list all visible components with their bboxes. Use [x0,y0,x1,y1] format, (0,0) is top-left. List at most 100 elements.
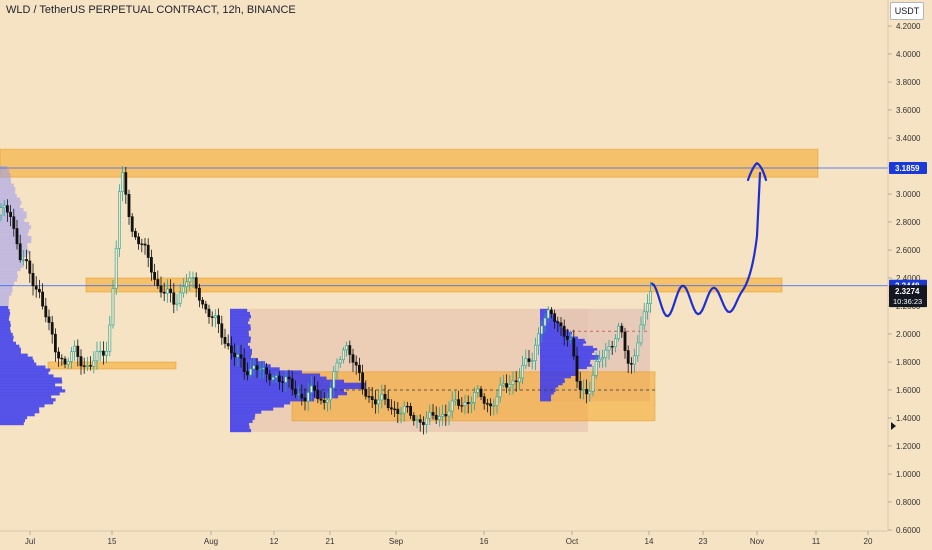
candle-body [466,401,470,404]
sep-profile-bar [540,348,598,351]
y-tick-label: 3.4000 [896,134,921,143]
candle-body [47,316,51,323]
sep-profile-bar [540,320,558,323]
sep-profile-bar [540,315,554,319]
candle [495,389,499,414]
candle [172,283,176,314]
left-profile-bar [0,359,34,363]
left-profile-bar [0,383,56,387]
left-profile-upper-bar [0,183,14,188]
candle-body [159,285,163,293]
candle-body [169,288,173,294]
sep-profile-bar [540,368,578,372]
candle-body [191,277,195,279]
candle-body [629,363,633,365]
candle [588,381,592,402]
sep-profile-bar [540,311,552,314]
left-profile-upper-bar [0,204,21,209]
candle-body [476,388,480,393]
left-profile-bar [0,308,10,313]
candle [354,355,358,375]
candle-body [134,231,137,238]
candle-body [98,350,102,353]
countdown-label: 10:36:23 [893,297,922,306]
left-profile-upper-bar [0,260,24,265]
left-profile-bar [0,407,40,411]
aug-profile-bar [230,419,253,423]
candle-body [537,333,541,346]
candle [623,327,627,359]
candle [591,365,595,397]
candle [642,302,646,331]
candle [585,379,589,404]
left-profile-bar [0,419,25,423]
candle-body [63,358,67,365]
candle-body [399,412,403,415]
x-tick-label: Jul [25,537,35,546]
candle-body [217,315,221,325]
candle [402,400,406,422]
candle [597,350,601,368]
candle-body [639,324,643,344]
candle [261,361,265,379]
candle [194,272,198,298]
currency-button[interactable]: USDT [890,2,924,20]
candle-body [185,281,189,287]
candle-body [463,401,467,406]
candle-body [236,354,240,358]
candle [242,348,246,380]
candle-body [428,412,432,419]
sep-profile-bar [540,334,572,337]
left-profile-upper-bar [0,302,9,307]
aug-profile-bar [230,373,321,377]
candle [476,385,480,398]
left-profile-upper-bar [0,288,13,293]
candle [140,238,144,253]
left-profile-bar [0,320,11,325]
sep-profile-bar [540,385,559,388]
aug-profile-bar [230,407,274,411]
candle [450,391,454,419]
candle [28,251,32,283]
candle [527,350,531,367]
candle-body [511,380,515,385]
candle-body [73,345,77,353]
candle [15,219,19,250]
candle-body [457,399,461,406]
candle [335,358,339,380]
candle [274,372,278,383]
candle-body [0,207,3,216]
candle-body [357,364,361,374]
candle-body [633,355,637,365]
sep-profile-bar [540,313,553,316]
candle-body [230,345,233,354]
left-profile-bar [0,392,60,396]
candle-body [31,272,35,287]
candle [517,368,521,391]
candle-body [21,259,25,261]
candle [489,398,493,416]
candle [649,281,653,313]
y-tick-label: 1.4000 [896,414,921,423]
candle [127,189,131,225]
candle [380,384,384,409]
zone-left-support [47,361,177,370]
candle-body [434,414,438,420]
candle [607,340,611,360]
candle-body [150,257,153,273]
candle-body [332,371,336,389]
candle-body [559,322,563,327]
x-tick-label: 12 [270,537,279,546]
candle-body [271,377,275,380]
left-profile-bar [0,422,24,426]
candle [329,381,333,410]
candle [281,376,285,392]
candle-body [460,405,464,407]
candle-body [444,414,448,417]
candle-body [316,390,320,400]
candle-body [409,405,413,416]
candle-body [66,361,70,365]
candle [89,356,93,371]
candle-body [421,421,425,425]
